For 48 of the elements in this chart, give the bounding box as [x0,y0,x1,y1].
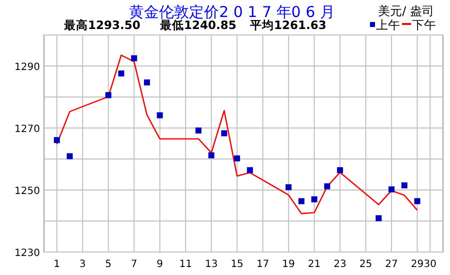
x-tick-label: 7 [130,259,138,270]
point [221,130,228,136]
y-tick-label: 1270 [14,124,40,135]
x-tick-label: 9 [156,259,164,270]
point [105,92,112,98]
text: 平均1261.63 [249,18,326,32]
x-tick-label: 29 [410,259,424,270]
x-tick-label: 21 [308,259,321,270]
x-tick-label: 1 [54,259,60,270]
point [144,79,150,86]
text: 美元/ 盎司 [378,4,434,18]
y-tick-label: 1250 [14,186,40,197]
point [118,70,124,76]
x-tick-label: 30 [424,259,436,270]
x-tick-label: 11 [179,259,192,270]
point [401,182,408,188]
y-tick-label: 1290 [14,62,40,73]
legend-label: 下午 [412,18,436,32]
point [337,167,344,174]
point [388,186,395,192]
point [156,112,163,118]
x-tick-label: 25 [359,259,372,270]
y-tick-label: 1230 [14,248,40,259]
point [414,198,420,204]
x-tick-label: 13 [204,259,218,270]
point [324,183,330,190]
x-tick-label: 5 [105,259,112,270]
text: 最高1293.50 [63,18,140,32]
x-tick-label: 3 [79,259,86,270]
point [234,155,240,162]
point [298,198,304,204]
point [66,153,73,160]
legend-label: 上午 [376,18,400,32]
x-tick-label: 15 [230,259,244,270]
text: 最低1240.85 [159,18,236,32]
point [246,167,253,174]
x-tick-label: 17 [256,259,270,270]
point [195,127,202,134]
point [54,137,60,144]
point [131,55,138,62]
x-tick-label: 27 [385,259,398,270]
x-tick-label: 19 [282,259,295,270]
point [208,152,214,158]
x-tick-label: 23 [334,259,346,270]
point [376,215,382,222]
chart-title: 黄金伦敦定价2 0 1 7 年0 6 月 [129,3,335,21]
point [311,196,318,202]
point [286,184,292,190]
